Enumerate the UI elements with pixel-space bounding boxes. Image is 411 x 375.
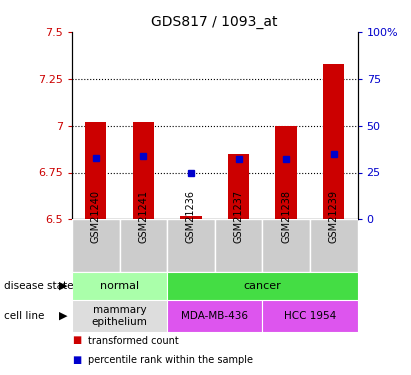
- Text: transformed count: transformed count: [88, 336, 179, 345]
- Text: HCC 1954: HCC 1954: [284, 311, 336, 321]
- Text: GSM21241: GSM21241: [139, 190, 148, 243]
- Bar: [72, 272, 167, 300]
- Text: normal: normal: [100, 281, 139, 291]
- Bar: [180, 216, 202, 219]
- Bar: [133, 122, 154, 219]
- Text: percentile rank within the sample: percentile rank within the sample: [88, 355, 253, 365]
- Text: MDA-MB-436: MDA-MB-436: [181, 311, 248, 321]
- Text: cancer: cancer: [243, 281, 281, 291]
- Text: mammary
epithelium: mammary epithelium: [92, 305, 148, 327]
- Bar: [228, 154, 249, 219]
- Text: GSM21238: GSM21238: [281, 190, 291, 243]
- Bar: [85, 122, 106, 219]
- Bar: [72, 300, 167, 332]
- Bar: [120, 219, 167, 272]
- Bar: [72, 219, 120, 272]
- Bar: [262, 300, 358, 332]
- Text: GSM21239: GSM21239: [329, 190, 339, 243]
- Bar: [167, 300, 262, 332]
- Bar: [275, 126, 297, 219]
- Text: disease state: disease state: [4, 281, 74, 291]
- Bar: [215, 219, 262, 272]
- Text: ■: ■: [72, 336, 81, 345]
- Bar: [323, 64, 344, 219]
- Text: ▶: ▶: [60, 311, 68, 321]
- Text: ■: ■: [72, 355, 81, 365]
- Text: cell line: cell line: [4, 311, 44, 321]
- Text: ▶: ▶: [60, 281, 68, 291]
- Bar: [167, 272, 358, 300]
- Title: GDS817 / 1093_at: GDS817 / 1093_at: [152, 15, 278, 30]
- Text: GSM21240: GSM21240: [91, 190, 101, 243]
- Bar: [167, 219, 215, 272]
- Bar: [262, 219, 310, 272]
- Bar: [310, 219, 358, 272]
- Text: GSM21237: GSM21237: [233, 190, 244, 243]
- Text: GSM21236: GSM21236: [186, 190, 196, 243]
